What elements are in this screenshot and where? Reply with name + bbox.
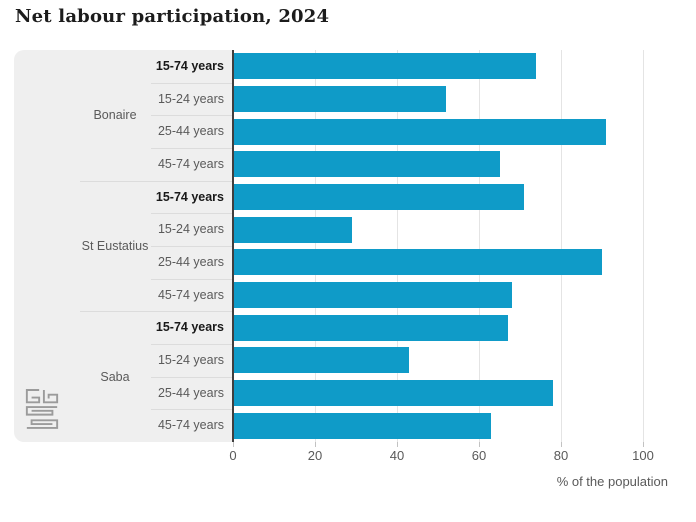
bar-saba-15-74-years[interactable]	[233, 314, 508, 341]
row-label-saba-15-24-years: 15-24 years	[157, 353, 224, 367]
plot-area	[233, 50, 682, 442]
row-label-st-eustatius-15-74-years: 15-74 years	[155, 189, 224, 204]
x-tick-label-0: 0	[229, 448, 237, 463]
group-separator	[80, 311, 233, 313]
bar-st-eustatius-15-74-years[interactable]	[233, 184, 525, 210]
gridline-100	[642, 50, 644, 442]
x-axis-tick-labels: 0 20 40 60 80 100	[229, 448, 682, 464]
bar-bonaire-45-74-years[interactable]	[233, 151, 500, 178]
x-tick-label-60: 60	[471, 448, 487, 463]
bar-bonaire-15-74-years[interactable]	[233, 53, 537, 80]
row-label-bonaire-45-74-years: 45-74 years	[157, 157, 224, 171]
row-separator	[151, 409, 233, 411]
y-axis-line	[232, 50, 234, 442]
row-label-bonaire-15-74-years: 15-74 years	[155, 59, 224, 73]
bar-st-eustatius-45-74-years[interactable]	[233, 282, 512, 308]
row-separator	[151, 278, 233, 280]
x-tick-mark-20	[315, 442, 316, 447]
bar-bonaire-25-44-years[interactable]	[233, 118, 607, 145]
category-label-panel: 15-74 years 15-24 years 25-44 years 45-74 y…	[14, 50, 233, 442]
row-label-saba-25-44-years: 25-44 years	[157, 385, 224, 400]
group-label-saba: Saba	[100, 369, 130, 384]
gridline-20	[314, 50, 316, 442]
row-separator	[151, 344, 233, 345]
row-label-bonaire-25-44-years: 25-44 years	[157, 124, 224, 139]
row-separator	[151, 115, 233, 117]
x-tick-label-20: 20	[307, 448, 323, 463]
row-separator	[151, 213, 233, 215]
bar-st-eustatius-25-44-years[interactable]	[233, 249, 602, 276]
row-label-st-eustatius-15-24-years: 15-24 years	[157, 222, 224, 237]
x-tick-label-80: 80	[553, 448, 569, 463]
row-label-bonaire-15-24-years: 15-24 years	[157, 91, 224, 106]
bar-saba-15-24-years[interactable]	[233, 347, 410, 374]
x-tick-mark-100	[643, 442, 644, 447]
bar-st-eustatius-15-24-years[interactable]	[233, 216, 352, 243]
group-separator	[80, 180, 233, 182]
group-label-st-eustatius: St Eustatius	[81, 238, 149, 253]
x-tick-mark-40	[397, 442, 398, 447]
x-tick-mark-60	[479, 442, 480, 447]
row-label-saba-15-74-years: 15-74 years	[155, 320, 224, 335]
x-tick-label-40: 40	[389, 448, 405, 463]
row-separator	[151, 82, 233, 84]
row-label-st-eustatius-45-74-years: 45-74 years	[157, 287, 224, 302]
x-tick-label-100: 100	[632, 448, 654, 463]
x-axis-unit-label: % of the population	[556, 474, 668, 489]
gridline-80	[560, 50, 562, 442]
bar-saba-45-74-years[interactable]	[233, 412, 492, 439]
cbs-logo-icon	[25, 389, 59, 429]
row-label-saba-45-74-years: 45-74 years	[157, 418, 224, 433]
x-tick-mark-0	[233, 442, 234, 447]
gridline-40	[396, 50, 398, 442]
row-separator	[151, 376, 233, 378]
row-separator	[151, 148, 233, 149]
group-label-bonaire: Bonaire	[93, 108, 137, 123]
x-axis-tick-marks	[233, 442, 682, 448]
gridline-60	[478, 50, 480, 442]
bar-saba-25-44-years[interactable]	[233, 380, 553, 406]
bar-bonaire-15-24-years[interactable]	[233, 86, 447, 112]
row-label-st-eustatius-25-44-years: 25-44 years	[157, 255, 224, 269]
chart-title: Net labour participation, 2024	[15, 6, 330, 27]
row-separator	[151, 246, 233, 247]
x-tick-mark-80	[561, 442, 562, 447]
